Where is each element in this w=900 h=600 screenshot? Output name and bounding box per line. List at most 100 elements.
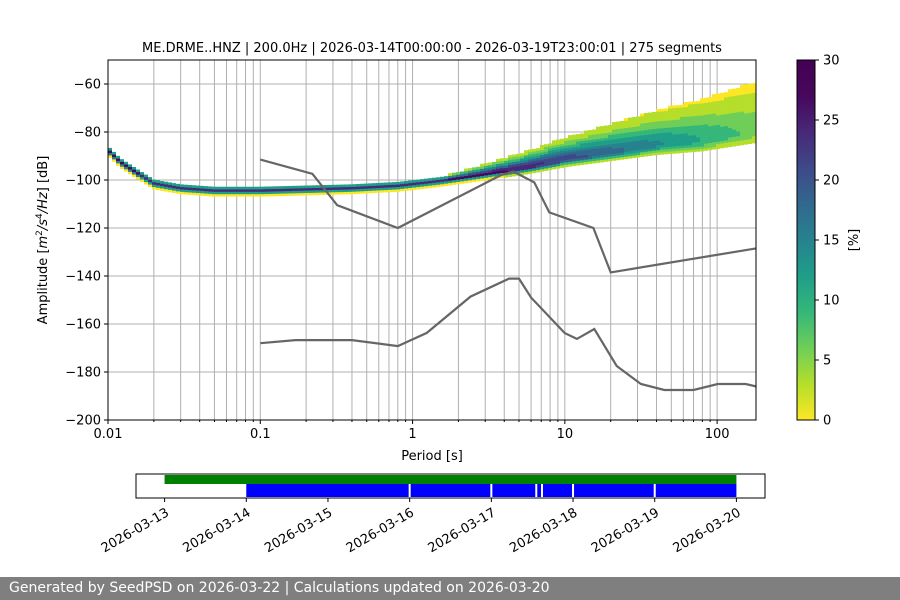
- heatmap-cell: [640, 144, 644, 148]
- heatmap-cell: [580, 140, 584, 144]
- heatmap-cell: [464, 168, 468, 172]
- heatmap-cell: [332, 187, 336, 190]
- heatmap-cell: [324, 192, 328, 195]
- heatmap-cell: [648, 138, 652, 142]
- heatmap-cell: [128, 171, 132, 175]
- heatmap-cell: [708, 125, 712, 129]
- heatmap-cell: [400, 183, 404, 187]
- heatmap-cell: [636, 150, 640, 153]
- heatmap-cell: [360, 190, 364, 194]
- heatmap-cell: [532, 158, 536, 162]
- heatmap-cell: [592, 153, 596, 157]
- heatmap-cell: [724, 94, 728, 98]
- y-tick-label: −60: [74, 78, 101, 93]
- heatmap-cell: [620, 140, 624, 143]
- heatmap-cell: [668, 132, 672, 135]
- heatmap-cell: [600, 142, 604, 146]
- heatmap-cell: [732, 129, 736, 133]
- heatmap-cell: [652, 116, 656, 120]
- heatmap-cell: [256, 189, 260, 192]
- heatmap-cell: [656, 149, 660, 153]
- heatmap-cell: [284, 190, 288, 194]
- heatmap-cell: [724, 111, 728, 115]
- heatmap-cell: [624, 122, 628, 126]
- heatmap-cell: [716, 100, 720, 104]
- heatmap-cell: [496, 166, 500, 169]
- heatmap-cell: [692, 120, 696, 124]
- heatmap-cell: [300, 192, 304, 196]
- heatmap-cell: [560, 138, 564, 142]
- heatmap-cell: [516, 168, 520, 171]
- heatmap-cell: [520, 165, 524, 168]
- heatmap-cell: [432, 180, 436, 183]
- heatmap-cell: [616, 157, 620, 161]
- heatmap-cell: [520, 170, 524, 173]
- x-tick-label: 0.1: [250, 427, 271, 442]
- heatmap-cell: [272, 188, 276, 192]
- heatmap-cell: [640, 151, 644, 155]
- heatmap-cell: [536, 160, 540, 163]
- heatmap-cell: [528, 168, 532, 172]
- heatmap-cell: [296, 190, 300, 194]
- heatmap-cell: [488, 162, 492, 166]
- heatmap-cell: [676, 109, 680, 113]
- heatmap-cell: [584, 130, 588, 134]
- heatmap-cell: [656, 140, 660, 143]
- heatmap-cell: [648, 143, 652, 147]
- heatmap-cell: [696, 120, 700, 123]
- heatmap-cell: [668, 139, 672, 143]
- heatmap-cell: [196, 190, 200, 194]
- heatmap-cell: [692, 115, 696, 119]
- heatmap-cell: [436, 184, 440, 188]
- heatmap-cell: [508, 157, 512, 161]
- heatmap-cell: [640, 147, 644, 150]
- heatmap-cell: [720, 133, 724, 137]
- colorbar-tick-label: 10: [823, 294, 840, 309]
- heatmap-cell: [716, 93, 720, 97]
- heatmap-cell: [484, 175, 488, 178]
- heatmap-cell: [720, 143, 724, 146]
- heatmap-cell: [132, 169, 136, 173]
- heatmap-cell: [272, 186, 276, 190]
- heatmap-cell: [156, 187, 160, 191]
- heatmap-cell: [676, 114, 680, 118]
- heatmap-cell: [108, 150, 112, 154]
- heatmap-cell: [672, 119, 676, 123]
- heatmap-cell: [476, 178, 480, 182]
- heatmap-cell: [576, 136, 580, 140]
- heatmap-cell: [644, 144, 648, 147]
- heatmap-cell: [372, 185, 376, 189]
- heatmap-cell: [732, 134, 736, 137]
- timeline-coverage-bar: [164, 475, 737, 484]
- heatmap-cell: [740, 96, 744, 100]
- heatmap-cell: [640, 130, 644, 134]
- heatmap-cell: [608, 127, 612, 131]
- heatmap-cell: [600, 133, 604, 136]
- heatmap-cell: [692, 101, 696, 105]
- heatmap-cell: [704, 114, 708, 118]
- heatmap-cell: [236, 189, 240, 192]
- heatmap-cell: [560, 160, 564, 164]
- heatmap-cell: [724, 135, 728, 139]
- heatmap-cell: [600, 128, 604, 132]
- heatmap-cell: [712, 127, 716, 131]
- heatmap-cell: [712, 144, 716, 148]
- heatmap-cell: [120, 163, 124, 167]
- heatmap-cell: [536, 157, 540, 161]
- plot-area: 0.01 0.1 1 10 100 −60−80−100−120−140−160−180…: [65, 59, 757, 442]
- heatmap-cell: [540, 168, 544, 172]
- heatmap-cell: [664, 130, 668, 133]
- heatmap-cell: [720, 119, 724, 122]
- heatmap-cell: [616, 135, 620, 139]
- heatmap-cell: [720, 112, 724, 115]
- heatmap-cell: [664, 110, 668, 114]
- heatmap-cell: [740, 118, 744, 122]
- heatmap-cell: [724, 116, 728, 119]
- heatmap-cell: [336, 189, 340, 193]
- heatmap-cell: [508, 159, 512, 163]
- heatmap-cell: [592, 141, 596, 145]
- heatmap-cell: [720, 124, 724, 127]
- heatmap-cell: [548, 165, 552, 168]
- heatmap-cell: [268, 191, 272, 194]
- heatmap-cell: [720, 126, 724, 130]
